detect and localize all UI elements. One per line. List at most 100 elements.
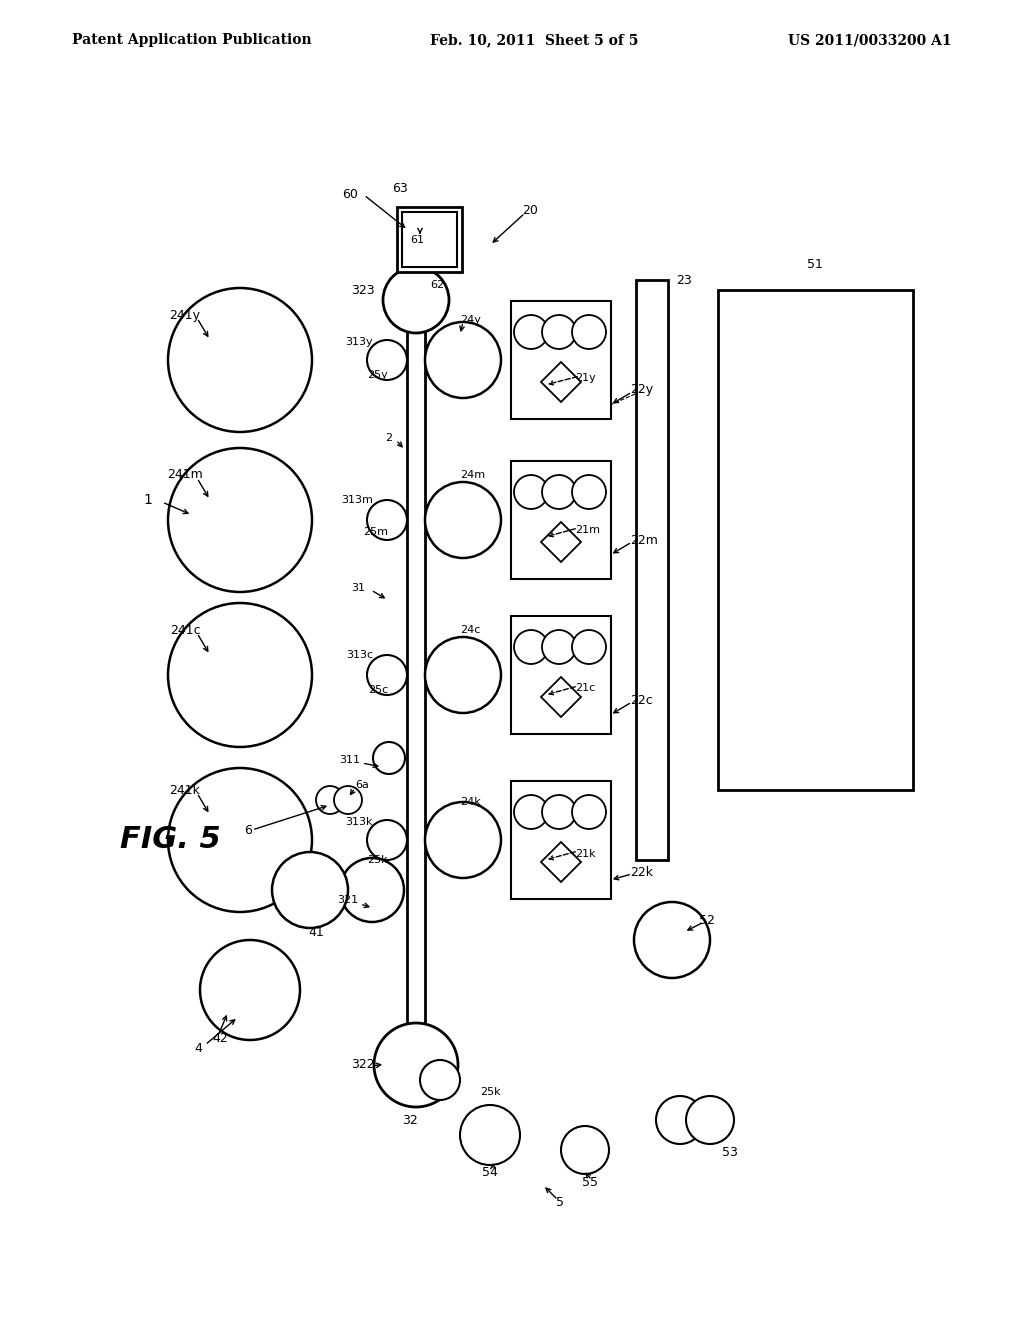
Circle shape bbox=[425, 803, 501, 878]
Text: US 2011/0033200 A1: US 2011/0033200 A1 bbox=[788, 33, 952, 48]
Circle shape bbox=[340, 858, 404, 921]
Text: 62: 62 bbox=[430, 280, 444, 290]
Circle shape bbox=[272, 851, 348, 928]
Bar bbox=[511, 616, 611, 734]
Text: 24m: 24m bbox=[460, 470, 485, 480]
Text: 322: 322 bbox=[351, 1059, 375, 1072]
Circle shape bbox=[555, 376, 567, 388]
Circle shape bbox=[367, 500, 407, 540]
Bar bbox=[511, 781, 611, 899]
Circle shape bbox=[572, 630, 606, 664]
Text: 25k: 25k bbox=[479, 1086, 501, 1097]
Circle shape bbox=[425, 638, 501, 713]
Circle shape bbox=[425, 322, 501, 399]
Circle shape bbox=[168, 603, 312, 747]
Text: 6a: 6a bbox=[355, 780, 369, 789]
Bar bbox=[636, 280, 668, 861]
Text: 24k: 24k bbox=[460, 797, 480, 807]
Text: 241c: 241c bbox=[170, 623, 201, 636]
Text: 241y: 241y bbox=[170, 309, 201, 322]
Text: 22k: 22k bbox=[630, 866, 653, 879]
Circle shape bbox=[168, 288, 312, 432]
Circle shape bbox=[572, 475, 606, 510]
Circle shape bbox=[561, 1126, 609, 1173]
Text: 60: 60 bbox=[342, 189, 358, 202]
Text: 52: 52 bbox=[699, 913, 715, 927]
Text: 23: 23 bbox=[676, 273, 692, 286]
Circle shape bbox=[383, 267, 449, 333]
Text: 4: 4 bbox=[195, 1041, 202, 1055]
Text: 323: 323 bbox=[351, 284, 375, 297]
Circle shape bbox=[168, 447, 312, 591]
Text: 5: 5 bbox=[556, 1196, 564, 1209]
Polygon shape bbox=[541, 521, 581, 562]
Text: 241m: 241m bbox=[167, 469, 203, 482]
Text: 31: 31 bbox=[351, 583, 365, 593]
Text: 20: 20 bbox=[522, 203, 538, 216]
Circle shape bbox=[572, 795, 606, 829]
Text: 24y: 24y bbox=[460, 315, 481, 325]
Bar bbox=[718, 290, 913, 789]
Circle shape bbox=[373, 742, 406, 774]
Text: 21y: 21y bbox=[575, 374, 596, 383]
Circle shape bbox=[367, 655, 407, 696]
Circle shape bbox=[542, 315, 575, 348]
Circle shape bbox=[425, 482, 501, 558]
Circle shape bbox=[634, 902, 710, 978]
Circle shape bbox=[555, 536, 567, 548]
Text: 42: 42 bbox=[212, 1031, 228, 1044]
Text: 2: 2 bbox=[385, 433, 392, 444]
Bar bbox=[402, 213, 457, 267]
Text: 24c: 24c bbox=[460, 624, 480, 635]
Text: 54: 54 bbox=[482, 1166, 498, 1179]
Text: 21k: 21k bbox=[575, 849, 596, 859]
Text: 241k: 241k bbox=[170, 784, 201, 796]
Text: 6: 6 bbox=[244, 824, 252, 837]
Circle shape bbox=[555, 855, 567, 869]
Text: 55: 55 bbox=[582, 1176, 598, 1188]
Text: 51: 51 bbox=[807, 259, 823, 272]
Text: 53: 53 bbox=[722, 1146, 738, 1159]
Text: 25k: 25k bbox=[368, 855, 388, 865]
Circle shape bbox=[334, 785, 362, 814]
Circle shape bbox=[686, 1096, 734, 1144]
Text: 21c: 21c bbox=[575, 682, 595, 693]
Circle shape bbox=[555, 690, 567, 704]
Circle shape bbox=[542, 475, 575, 510]
Circle shape bbox=[460, 1105, 520, 1166]
Circle shape bbox=[374, 1023, 458, 1107]
Text: 321: 321 bbox=[337, 895, 358, 906]
Text: 25c: 25c bbox=[368, 685, 388, 696]
Circle shape bbox=[316, 785, 344, 814]
Circle shape bbox=[514, 630, 548, 664]
Bar bbox=[511, 461, 611, 579]
Text: 63: 63 bbox=[392, 182, 408, 195]
Text: 313k: 313k bbox=[345, 817, 373, 828]
Text: 313y: 313y bbox=[345, 337, 373, 347]
Text: 22c: 22c bbox=[630, 693, 652, 706]
Text: 313m: 313m bbox=[341, 495, 373, 506]
Circle shape bbox=[514, 795, 548, 829]
Polygon shape bbox=[541, 362, 581, 403]
Circle shape bbox=[656, 1096, 705, 1144]
Text: 25y: 25y bbox=[368, 370, 388, 380]
Polygon shape bbox=[541, 842, 581, 882]
Bar bbox=[511, 301, 611, 418]
Text: 21m: 21m bbox=[575, 525, 600, 535]
Text: 32: 32 bbox=[402, 1114, 418, 1126]
Text: Patent Application Publication: Patent Application Publication bbox=[72, 33, 311, 48]
Text: 22m: 22m bbox=[630, 533, 657, 546]
Circle shape bbox=[542, 630, 575, 664]
Text: 25m: 25m bbox=[362, 527, 388, 537]
Circle shape bbox=[200, 940, 300, 1040]
Circle shape bbox=[572, 315, 606, 348]
Polygon shape bbox=[541, 677, 581, 717]
Text: 61: 61 bbox=[410, 235, 424, 246]
Circle shape bbox=[168, 768, 312, 912]
Text: 311: 311 bbox=[339, 755, 360, 766]
Text: 22y: 22y bbox=[630, 384, 653, 396]
Text: 41: 41 bbox=[308, 925, 324, 939]
Circle shape bbox=[367, 341, 407, 380]
Bar bbox=[397, 207, 462, 272]
Circle shape bbox=[542, 795, 575, 829]
